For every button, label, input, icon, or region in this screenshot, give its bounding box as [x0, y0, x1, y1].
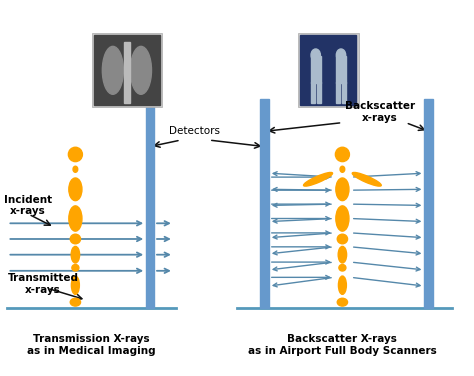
Ellipse shape	[311, 49, 320, 61]
Text: Backscatter
x-rays: Backscatter x-rays	[345, 101, 415, 123]
Ellipse shape	[337, 49, 346, 61]
Ellipse shape	[71, 246, 80, 263]
Ellipse shape	[72, 264, 79, 271]
Bar	[336, 82, 340, 103]
Ellipse shape	[69, 178, 82, 201]
Ellipse shape	[102, 46, 123, 94]
Ellipse shape	[73, 166, 78, 172]
Bar	[336, 56, 346, 83]
Ellipse shape	[336, 147, 349, 162]
Bar	[298, 33, 359, 108]
Bar	[260, 99, 269, 308]
Ellipse shape	[69, 206, 82, 231]
Text: Transmitted
x-rays: Transmitted x-rays	[8, 273, 79, 295]
Ellipse shape	[72, 276, 79, 294]
Bar	[146, 99, 154, 308]
Text: Transmission X-rays
as in Medical Imaging: Transmission X-rays as in Medical Imagin…	[27, 334, 156, 356]
Ellipse shape	[338, 276, 346, 294]
Text: Backscatter X-rays
as in Airport Full Body Scanners: Backscatter X-rays as in Airport Full Bo…	[248, 334, 437, 356]
Bar	[424, 99, 433, 308]
Bar	[300, 35, 356, 105]
Ellipse shape	[352, 173, 381, 186]
Ellipse shape	[336, 206, 349, 231]
Text: Incident
x-rays: Incident x-rays	[4, 195, 52, 216]
Text: Detectors: Detectors	[169, 126, 220, 136]
Bar	[342, 82, 346, 103]
Ellipse shape	[336, 178, 349, 201]
Ellipse shape	[130, 46, 152, 94]
Ellipse shape	[337, 234, 347, 244]
Ellipse shape	[340, 166, 345, 172]
Ellipse shape	[338, 246, 346, 263]
Ellipse shape	[68, 147, 82, 162]
Ellipse shape	[70, 298, 81, 306]
Ellipse shape	[337, 298, 347, 306]
Ellipse shape	[70, 234, 81, 244]
Bar	[317, 82, 321, 103]
Bar	[310, 82, 315, 103]
Bar	[94, 35, 160, 105]
Ellipse shape	[303, 173, 333, 186]
Bar	[92, 33, 162, 108]
Ellipse shape	[339, 264, 346, 271]
Bar	[310, 56, 321, 83]
Bar	[124, 42, 130, 103]
